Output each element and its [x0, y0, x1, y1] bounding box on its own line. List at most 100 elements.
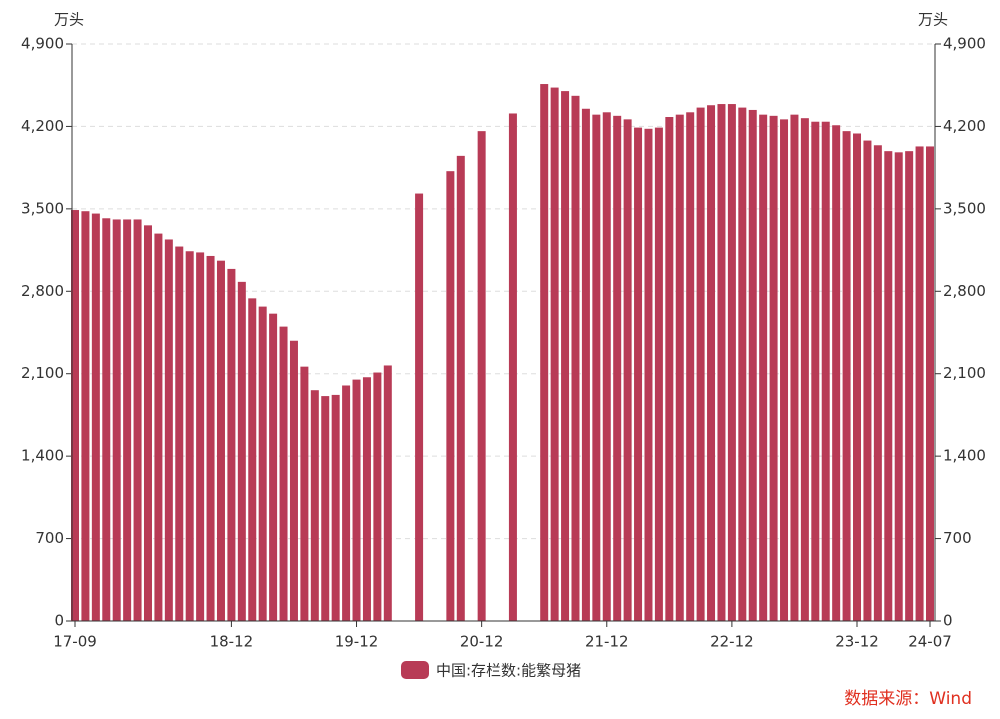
bar: [748, 109, 757, 621]
y-tick-label: 2,100: [21, 364, 64, 382]
x-tick-label: 20-12: [460, 633, 504, 651]
y2-tick-label: 4,200: [943, 117, 986, 135]
bar: [289, 340, 298, 621]
bar: [331, 394, 340, 621]
source-note: 数据来源：Wind: [844, 689, 972, 709]
bar: [206, 255, 215, 622]
x-tick-label: 24-07: [908, 633, 952, 651]
bar: [81, 211, 90, 621]
bar: [248, 298, 257, 621]
bar: [310, 390, 319, 621]
bar: [133, 219, 142, 621]
y2-tick-label: 2,800: [943, 282, 986, 300]
y-tick-label: 4,200: [21, 117, 64, 135]
bar: [362, 377, 371, 621]
bar: [373, 372, 382, 621]
bar: [269, 313, 278, 621]
bar: [456, 155, 465, 621]
y-tick-label: 0: [54, 612, 64, 630]
bar: [707, 105, 716, 621]
bar: [592, 114, 601, 621]
bar: [623, 119, 632, 621]
bar: [477, 131, 486, 621]
bar: [143, 225, 152, 622]
bar: [164, 239, 173, 622]
bar: [321, 396, 330, 621]
y-tick-label: 700: [35, 529, 64, 547]
bar: [832, 125, 841, 621]
bar: [571, 95, 580, 621]
x-tick-label: 21-12: [585, 633, 629, 651]
y-unit-right: 万头: [918, 11, 948, 29]
bar: [644, 128, 653, 621]
bar: [665, 117, 674, 621]
bar: [91, 213, 100, 621]
x-tick-label: 23-12: [835, 633, 879, 651]
y-tick-label: 4,900: [21, 35, 64, 53]
bar: [383, 365, 392, 621]
bar: [581, 108, 590, 621]
y2-tick-label: 700: [943, 529, 972, 547]
bar: [112, 219, 121, 621]
bar: [634, 127, 643, 621]
y2-tick-label: 4,900: [943, 35, 986, 53]
y-unit-left: 万头: [54, 11, 84, 29]
bar: [811, 121, 820, 621]
bar: [123, 219, 132, 621]
y-tick-label: 1,400: [21, 447, 64, 465]
x-tick-label: 17-09: [53, 633, 97, 651]
bar: [227, 268, 236, 621]
bar: [884, 151, 893, 621]
bar: [894, 152, 903, 621]
bar: [550, 87, 559, 621]
bar: [853, 133, 862, 621]
bar: [602, 112, 611, 621]
legend-label: 中国:存栏数:能繁母猪: [436, 662, 581, 680]
bar: [717, 104, 726, 621]
bar: [175, 246, 184, 622]
bar: [780, 119, 789, 621]
bar: [915, 146, 924, 621]
y-tick-label: 3,500: [21, 199, 64, 217]
bar: [821, 121, 830, 621]
x-tick-label: 22-12: [710, 633, 754, 651]
bar: [258, 306, 267, 621]
bar: [686, 112, 695, 621]
bar: [446, 171, 455, 621]
bar: [352, 379, 361, 621]
bar: [279, 326, 288, 621]
y2-tick-label: 2,100: [943, 364, 986, 382]
bar: [415, 193, 424, 621]
bar: [196, 252, 205, 622]
x-tick-label: 18-12: [210, 633, 254, 651]
y2-tick-label: 1,400: [943, 447, 986, 465]
bar: [71, 210, 79, 621]
bar: [154, 233, 163, 622]
bar: [102, 218, 111, 621]
bar: [540, 84, 549, 621]
bar: [769, 115, 778, 621]
bar: [800, 118, 809, 621]
bar: [727, 104, 736, 621]
bar: [696, 107, 705, 621]
bar: [508, 113, 517, 621]
x-tick-label: 19-12: [335, 633, 379, 651]
bar: [675, 114, 684, 621]
legend-swatch: [401, 661, 429, 679]
bar: [216, 260, 225, 621]
bar: [613, 115, 622, 621]
bar: [926, 146, 934, 621]
y2-tick-label: 3,500: [943, 199, 986, 217]
bar: [237, 281, 246, 621]
bar: [561, 91, 570, 621]
bar: [738, 107, 747, 621]
bar: [759, 114, 768, 621]
bar: [300, 366, 309, 621]
bar: [342, 385, 351, 621]
y2-tick-label: 0: [943, 612, 953, 630]
bar: [654, 127, 663, 621]
bar: [842, 131, 851, 621]
y-tick-label: 2,800: [21, 282, 64, 300]
bar: [873, 145, 882, 621]
